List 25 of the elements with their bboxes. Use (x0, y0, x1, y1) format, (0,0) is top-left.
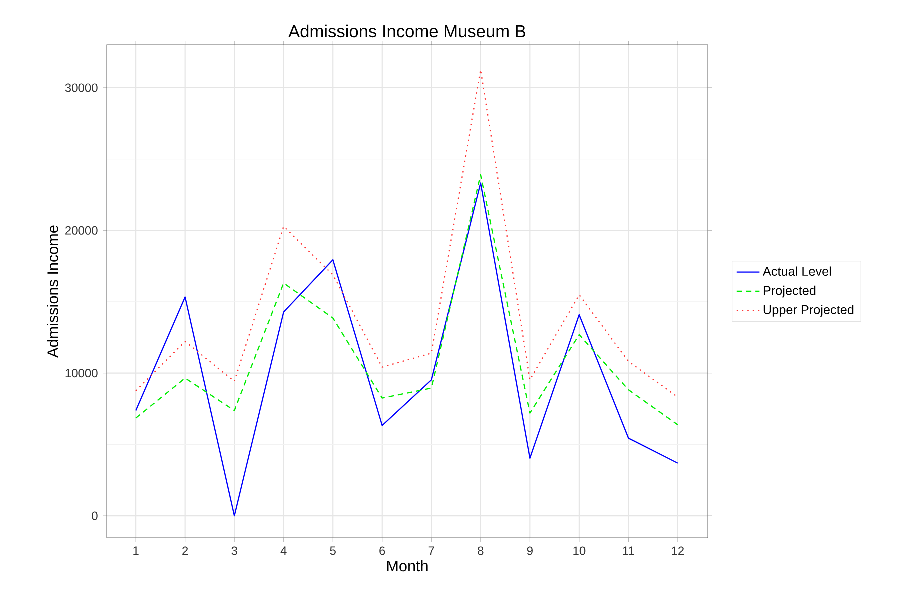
x-tick-label: 7 (428, 546, 434, 555)
x-tick-label: 1 (134, 546, 139, 555)
y-tick-label: 0 (92, 512, 98, 520)
y-tick-label: 20000 (66, 226, 98, 235)
legend-label: Projected (764, 286, 816, 298)
line-series (135, 182, 679, 517)
y-tick-label: 10000 (66, 369, 98, 378)
line-series (135, 174, 679, 426)
x-tick-label: 5 (330, 546, 336, 556)
x-tick-label: 3 (232, 546, 238, 556)
x-tick-label: 9 (527, 546, 533, 556)
legend-label: Upper Projected (764, 305, 854, 317)
x-tick-label: 12 (672, 546, 684, 556)
x-tick-label: 4 (280, 546, 287, 555)
line-series (135, 69, 679, 398)
legend-label: Actual Level (762, 266, 832, 276)
x-tick-label: 2 (182, 546, 188, 556)
x-tick-label: 8 (478, 546, 484, 556)
y-axis-title: Admissions Income (47, 226, 58, 358)
x-axis-title: Month (387, 560, 428, 572)
x-tick-label: 10 (574, 546, 586, 556)
y-tick-label: 30000 (65, 84, 98, 92)
chart-title: Admissions Income Museum B (288, 24, 526, 38)
x-tick-label: 6 (380, 546, 386, 556)
x-tick-label: 11 (623, 546, 634, 555)
